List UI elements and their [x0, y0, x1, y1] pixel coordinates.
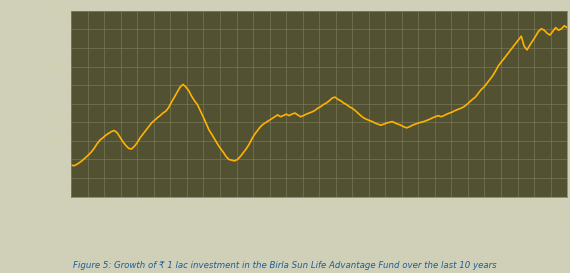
Text: Figure 5: Growth of ₹ 1 lac investment in the Birla Sun Life Advantage Fund over: Figure 5: Growth of ₹ 1 lac investment i… [73, 261, 497, 270]
